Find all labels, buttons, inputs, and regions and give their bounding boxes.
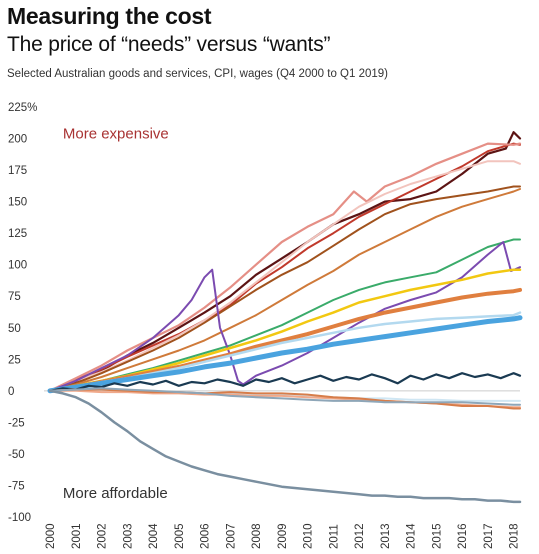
x-tick-label: 2000 (45, 523, 57, 549)
annotation-layer: More expensive More affordable (63, 126, 169, 503)
x-tick-label: 2010 (303, 523, 315, 549)
series-line-9 (48, 268, 522, 393)
y-tick-label: 200 (8, 134, 27, 146)
x-tick-label: 2011 (328, 524, 340, 549)
y-axis: 225% 200 175 150 125 100 75 50 25 0 -25 -50 -75 -100 (8, 102, 37, 524)
chart-caption: Selected Australian goods and services, … (7, 68, 388, 80)
y-tick-label: 75 (8, 291, 21, 303)
chart-title: Measuring the cost (7, 3, 212, 29)
series-line-16 (49, 388, 521, 410)
x-tick-label: 2017 (483, 523, 495, 549)
series-line-4 (49, 160, 521, 392)
y-tick-label: 25 (8, 354, 21, 366)
x-tick-label: 2003 (122, 523, 134, 549)
x-tick-label: 2018 (509, 523, 521, 549)
series-line-7 (49, 238, 521, 392)
series-line-17 (49, 387, 521, 406)
series-line-5 (49, 185, 521, 392)
series-line-12 (47, 315, 523, 394)
y-tick-label: 125 (8, 228, 27, 240)
series-layer (47, 131, 523, 504)
series-line-15 (49, 389, 521, 409)
chart-subtitle: The price of “needs” versus “wants” (7, 33, 331, 56)
y-tick-label: -50 (8, 449, 25, 461)
x-tick-label: 2001 (71, 523, 83, 549)
y-tick-label: 150 (8, 197, 27, 209)
y-tick-label: -100 (8, 512, 31, 524)
y-tick-label: 0 (8, 386, 14, 398)
annotation-more-expensive: More expensive (63, 126, 169, 143)
x-tick-label: 2004 (148, 523, 160, 549)
x-tick-label: 2009 (277, 523, 289, 549)
y-tick-label: -25 (8, 417, 25, 429)
x-axis: 2000 2001 2002 2003 2004 2005 2006 2007 2008 2009… (45, 523, 521, 549)
series-line-6 (49, 188, 521, 392)
y-tick-label: -75 (8, 480, 25, 492)
series-line-18 (48, 389, 522, 504)
annotation-more-affordable: More affordable (63, 485, 168, 502)
x-tick-label: 2002 (97, 523, 109, 549)
x-tick-label: 2012 (354, 523, 366, 549)
y-tick-label: 225% (8, 102, 37, 114)
y-tick-label: 175 (8, 165, 27, 177)
x-tick-label: 2016 (457, 523, 469, 549)
y-tick-label: 50 (8, 323, 21, 335)
x-tick-label: 2006 (200, 523, 212, 549)
x-tick-label: 2008 (251, 523, 263, 549)
series-line-13 (48, 372, 522, 392)
x-tick-label: 2013 (380, 523, 392, 549)
y-tick-label: 100 (8, 260, 27, 272)
x-tick-label: 2014 (406, 523, 418, 549)
x-tick-label: 2007 (225, 523, 237, 549)
series-line-3 (48, 142, 522, 392)
x-tick-label: 2005 (174, 523, 186, 549)
x-tick-label: 2015 (431, 523, 443, 549)
series-line-2 (49, 142, 521, 392)
